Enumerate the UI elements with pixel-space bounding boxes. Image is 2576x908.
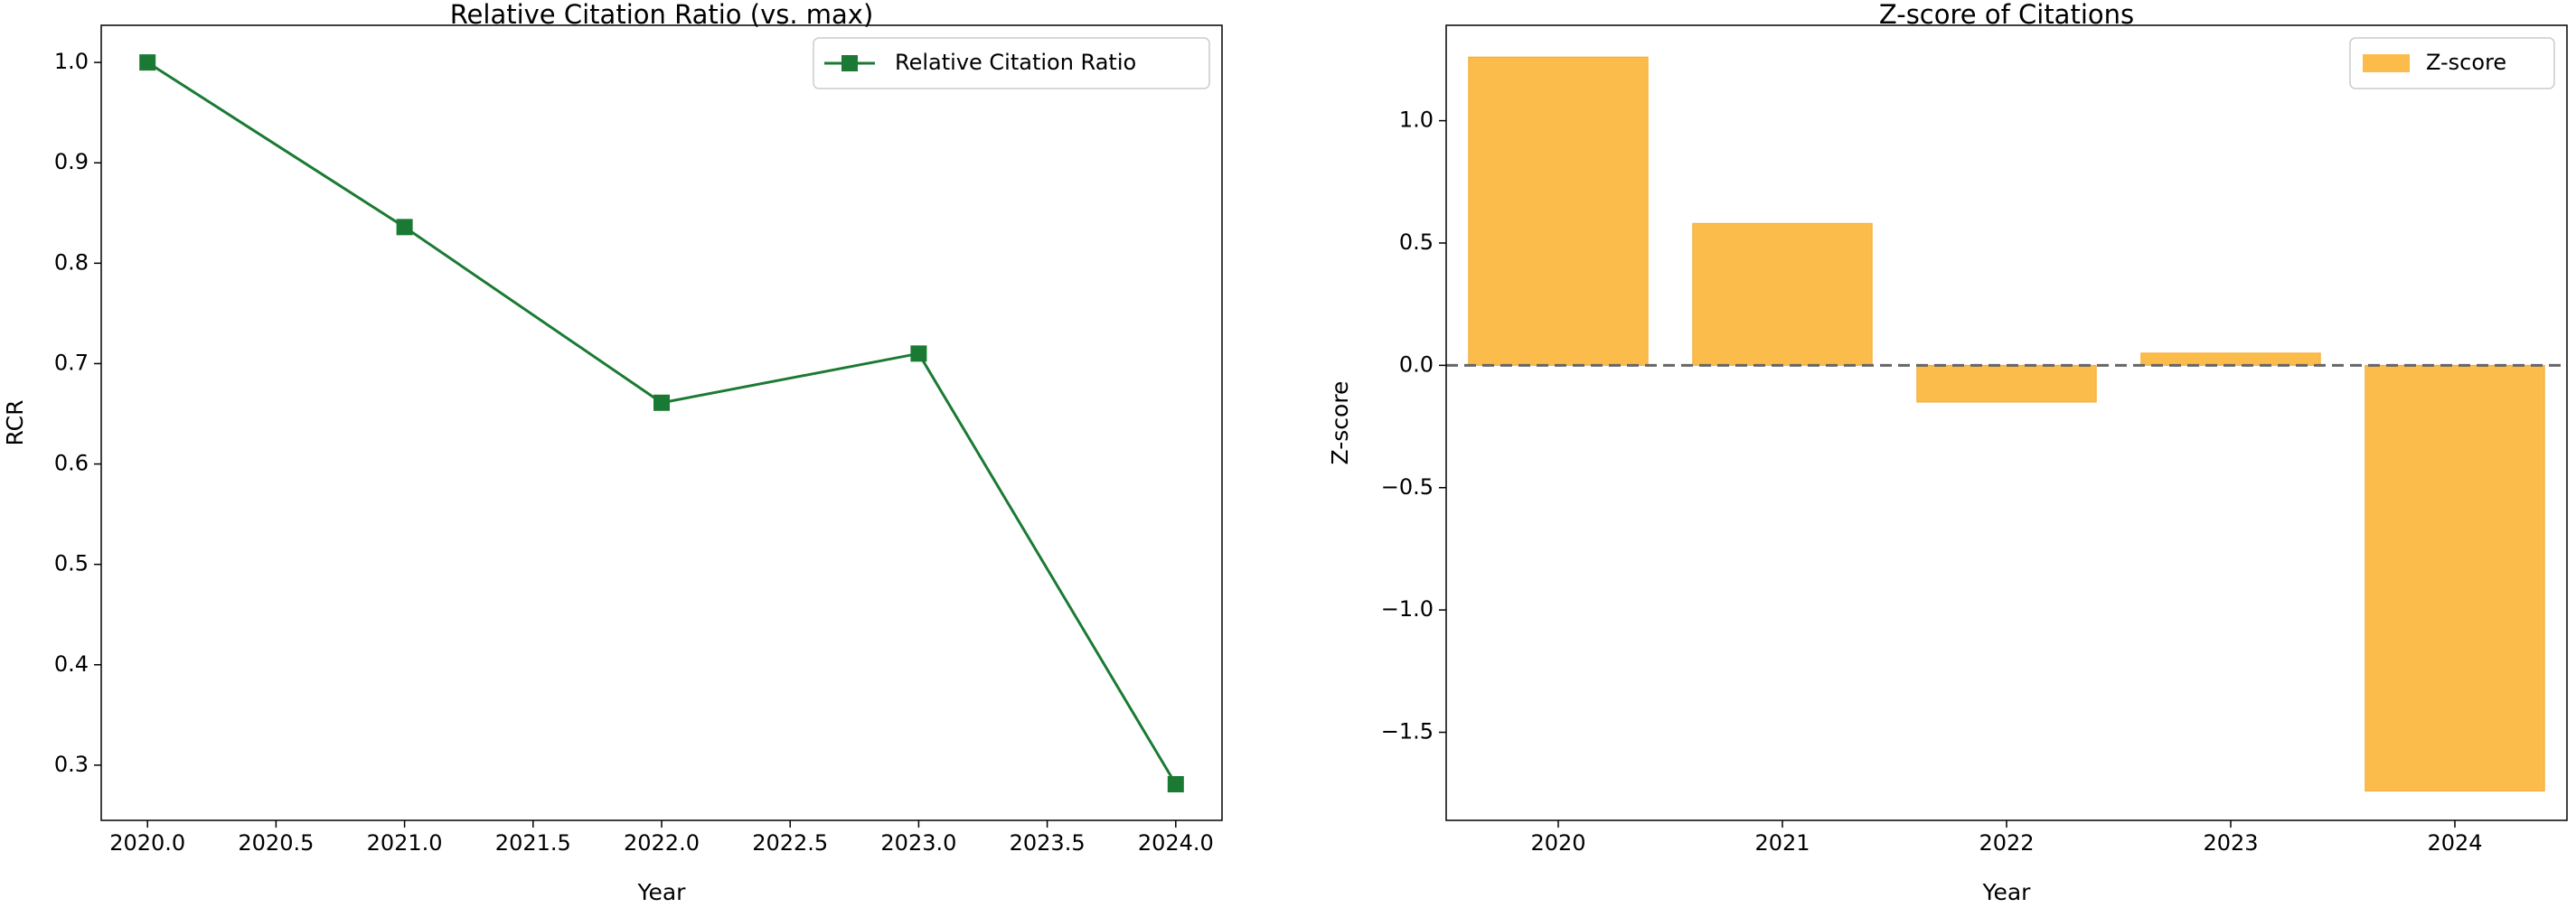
x-tick-label: 2024.0 xyxy=(1138,830,1214,856)
legend-box xyxy=(2349,37,2555,89)
zscore-bar xyxy=(1468,56,1649,366)
zscore-bar-chart: Z-score of CitationsYearZ-score−1.5−1.0−… xyxy=(1327,0,2568,905)
rcr-data-point xyxy=(396,219,413,236)
y-tick-label: 0.5 xyxy=(54,551,89,576)
rcr-line-chart: Relative Citation Ratio (vs. max)YearRCR… xyxy=(2,0,1223,905)
y-tick-label: −1.5 xyxy=(1381,719,1434,744)
zscore-bar xyxy=(2140,352,2321,366)
y-tick-label: −1.0 xyxy=(1381,596,1434,622)
x-axis-label: Year xyxy=(1982,879,2032,905)
y-axis-label: Z-score xyxy=(1327,381,1353,465)
rcr-series-line xyxy=(146,61,1178,785)
x-tick-label: 2022 xyxy=(1979,830,2034,856)
x-tick-label: 2021.5 xyxy=(495,830,571,856)
x-tick-label: 2020.0 xyxy=(109,830,185,856)
x-tick-label: 2023.5 xyxy=(1010,830,1086,856)
zscore-bar xyxy=(1916,364,2097,403)
legend-marker-swatch xyxy=(841,55,858,71)
y-tick-label: 1.0 xyxy=(1399,108,1434,133)
zscore-bar xyxy=(1692,222,1873,366)
x-tick-label: 2022.5 xyxy=(752,830,828,856)
y-tick-label: 0.6 xyxy=(54,451,89,476)
legend-label: Z-score xyxy=(2426,50,2506,75)
rcr-data-point xyxy=(910,345,927,362)
x-tick-label: 2021 xyxy=(1754,830,1810,856)
zscore-bar xyxy=(2364,364,2545,792)
y-tick-label: 0.8 xyxy=(54,249,89,275)
y-tick-label: 0.5 xyxy=(1399,229,1434,255)
rcr-data-point xyxy=(1167,776,1184,792)
legend-swatch xyxy=(2363,54,2410,72)
y-tick-label: 1.0 xyxy=(54,49,89,74)
y-tick-label: 0.0 xyxy=(1399,351,1434,377)
y-tick-label: −0.5 xyxy=(1381,474,1434,500)
x-tick-label: 2021.0 xyxy=(367,830,443,856)
rcr-data-point xyxy=(139,54,156,71)
x-axis-label: Year xyxy=(637,879,687,905)
x-tick-label: 2020.5 xyxy=(238,830,314,856)
y-axis-label: RCR xyxy=(2,400,28,446)
y-tick-label: 0.4 xyxy=(54,651,89,677)
x-tick-label: 2022.0 xyxy=(624,830,700,856)
x-tick-label: 2023 xyxy=(2203,830,2258,856)
x-tick-label: 2024 xyxy=(2427,830,2482,856)
plot-frame xyxy=(1445,24,2568,821)
y-tick-label: 0.7 xyxy=(54,350,89,375)
legend-label: Relative Citation Ratio xyxy=(895,50,1136,75)
rcr-data-point xyxy=(653,394,670,411)
x-tick-label: 2020 xyxy=(1530,830,1585,856)
legend-box xyxy=(813,37,1210,89)
plot-frame xyxy=(100,24,1223,821)
y-tick-label: 0.9 xyxy=(54,149,89,174)
x-tick-label: 2023.0 xyxy=(880,830,956,856)
y-tick-label: 0.3 xyxy=(54,752,89,777)
